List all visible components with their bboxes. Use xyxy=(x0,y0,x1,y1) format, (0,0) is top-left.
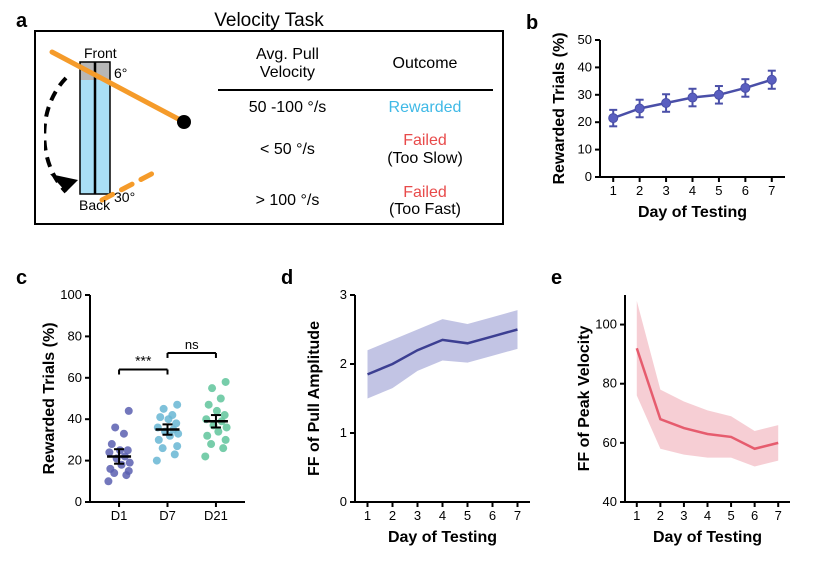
svg-text:6: 6 xyxy=(489,508,496,523)
svg-text:30°: 30° xyxy=(114,189,135,205)
panel-e-label: e xyxy=(551,267,562,290)
svg-text:20: 20 xyxy=(578,114,592,129)
svg-text:2: 2 xyxy=(657,508,664,523)
svg-text:3: 3 xyxy=(662,183,669,198)
panel-a: Velocity TaskFrontBack6°30° Avg. PullVel… xyxy=(34,30,504,225)
svg-text:80: 80 xyxy=(68,328,82,343)
panel-d-chart: 0 1 2 3 1 2 3 4 5 6 7 Day of Testing FF of Pull Ampl… xyxy=(305,285,540,550)
panel-a-diagram: Front Back 6° 30° xyxy=(44,42,209,217)
svg-text:3: 3 xyxy=(414,508,421,523)
panel-e-chart: 40 60 80 100 1 2 3 4 5 6 7 Day of Testing FF of Peak… xyxy=(575,285,800,550)
panel-c-label: c xyxy=(16,267,27,290)
svg-text:1: 1 xyxy=(364,508,371,523)
svg-text:40: 40 xyxy=(578,59,592,74)
svg-text:7: 7 xyxy=(775,508,782,523)
svg-text:5: 5 xyxy=(464,508,471,523)
svg-text:7: 7 xyxy=(514,508,521,523)
svg-text:100: 100 xyxy=(60,287,82,302)
svg-text:6: 6 xyxy=(742,183,749,198)
svg-text:60: 60 xyxy=(68,370,82,385)
th-velocity: Avg. PullVelocity xyxy=(218,44,357,90)
svg-text:Front: Front xyxy=(84,45,117,61)
svg-text:50: 50 xyxy=(578,32,592,47)
svg-text:ns: ns xyxy=(185,337,199,352)
svg-text:3: 3 xyxy=(340,287,347,302)
svg-text:0: 0 xyxy=(75,494,82,509)
svg-text:30: 30 xyxy=(578,87,592,102)
svg-text:4: 4 xyxy=(704,508,711,523)
svg-text:40: 40 xyxy=(603,494,617,509)
svg-text:7: 7 xyxy=(768,183,775,198)
svg-text:4: 4 xyxy=(689,183,696,198)
svg-text:Rewarded Trials (%): Rewarded Trials (%) xyxy=(41,322,58,474)
svg-text:FF of Pull Amplitude: FF of Pull Amplitude xyxy=(306,321,323,476)
svg-text:4: 4 xyxy=(439,508,446,523)
svg-text:1: 1 xyxy=(610,183,617,198)
svg-text:3: 3 xyxy=(680,508,687,523)
svg-text:Day of Testing: Day of Testing xyxy=(653,529,762,546)
panel-c-chart: 0 20 40 60 80 100 D1 D7 D21 Rewarded Trials (%) **… xyxy=(40,285,255,550)
svg-text:2: 2 xyxy=(389,508,396,523)
panel-a-table: Avg. PullVelocity Outcome 50 -100 °/s Re… xyxy=(218,44,493,227)
svg-text:D1: D1 xyxy=(111,508,128,523)
svg-text:D21: D21 xyxy=(204,508,228,523)
svg-text:***: *** xyxy=(135,353,152,369)
panel-b-chart: 0 10 20 30 40 50 1 2 3 4 5 6 7 Day of Testing Rewarded… xyxy=(550,30,795,225)
svg-text:Day of Testing: Day of Testing xyxy=(638,204,747,221)
panel-b-label: b xyxy=(526,12,538,35)
svg-text:20: 20 xyxy=(68,453,82,468)
svg-text:6°: 6° xyxy=(114,65,127,81)
th-outcome: Outcome xyxy=(357,44,493,90)
svg-text:80: 80 xyxy=(603,376,617,391)
svg-text:40: 40 xyxy=(68,411,82,426)
svg-text:0: 0 xyxy=(340,494,347,509)
svg-text:5: 5 xyxy=(727,508,734,523)
panel-d-label: d xyxy=(281,267,293,290)
svg-text:FF of Peak Velocity: FF of Peak Velocity xyxy=(576,325,593,471)
svg-text:Day of Testing: Day of Testing xyxy=(388,529,497,546)
panel-a-label: a xyxy=(16,10,27,33)
svg-text:2: 2 xyxy=(340,356,347,371)
svg-text:100: 100 xyxy=(595,317,617,332)
svg-text:60: 60 xyxy=(603,435,617,450)
svg-text:1: 1 xyxy=(340,425,347,440)
svg-text:0: 0 xyxy=(585,169,592,184)
svg-text:10: 10 xyxy=(578,142,592,157)
panel-a-title: Velocity Task xyxy=(36,10,502,32)
svg-text:6: 6 xyxy=(751,508,758,523)
svg-text:1: 1 xyxy=(633,508,640,523)
svg-text:5: 5 xyxy=(715,183,722,198)
svg-text:D7: D7 xyxy=(159,508,176,523)
svg-text:2: 2 xyxy=(636,183,643,198)
svg-text:Back: Back xyxy=(79,197,111,213)
svg-text:Rewarded Trials (%): Rewarded Trials (%) xyxy=(551,32,568,184)
